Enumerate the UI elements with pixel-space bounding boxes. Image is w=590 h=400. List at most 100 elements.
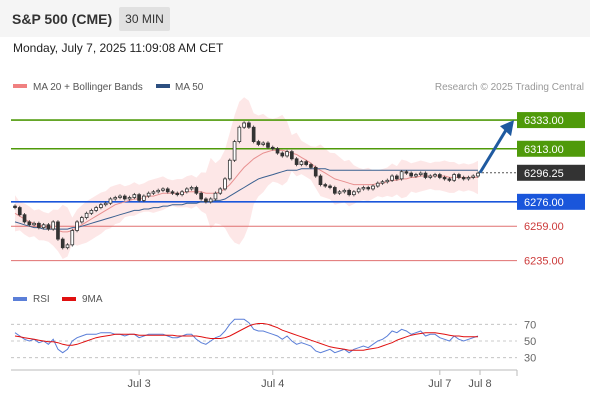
candle bbox=[395, 174, 399, 181]
x-label-Jul 8: Jul 8 bbox=[468, 378, 491, 390]
candle-body bbox=[409, 172, 414, 177]
x-label-Jul 4: Jul 4 bbox=[261, 378, 284, 390]
candle-body bbox=[385, 179, 390, 183]
projection-arrow-shaft bbox=[478, 129, 508, 174]
candle bbox=[294, 157, 299, 167]
candle-body bbox=[466, 177, 471, 180]
candle-body bbox=[285, 151, 289, 157]
candle bbox=[185, 187, 189, 194]
candle bbox=[89, 208, 94, 216]
candle bbox=[371, 184, 375, 191]
candle bbox=[385, 178, 390, 184]
candle-body bbox=[165, 188, 170, 193]
candle bbox=[318, 174, 323, 187]
candle-body bbox=[180, 191, 184, 196]
ma50-line bbox=[14, 168, 478, 230]
candle-body bbox=[323, 184, 328, 187]
candle-body bbox=[318, 175, 323, 186]
candle-body bbox=[476, 172, 480, 177]
level-label-6235.00: 6235.00 bbox=[524, 256, 564, 268]
candle bbox=[461, 175, 466, 181]
candle-body bbox=[418, 172, 423, 175]
candle bbox=[437, 172, 442, 180]
candle bbox=[418, 171, 423, 177]
candle bbox=[180, 190, 184, 197]
candle-body bbox=[208, 198, 213, 203]
current-price-tag bbox=[517, 164, 585, 181]
candle-body bbox=[175, 192, 180, 196]
timeframe-button[interactable]: 30 MIN bbox=[119, 7, 170, 31]
copyright-text: Research © 2025 Trading Central bbox=[435, 82, 584, 93]
candle-body bbox=[127, 197, 132, 200]
level-label-6259.00: 6259.00 bbox=[524, 221, 564, 233]
candle bbox=[375, 181, 380, 188]
candle bbox=[290, 149, 294, 161]
candle-body bbox=[390, 175, 394, 181]
candle-body bbox=[380, 181, 385, 184]
candle bbox=[409, 171, 414, 178]
candle-body bbox=[442, 177, 447, 180]
candle bbox=[332, 185, 337, 195]
candle-body bbox=[70, 230, 75, 246]
candle bbox=[103, 201, 108, 207]
candle-body bbox=[433, 174, 437, 177]
candle bbox=[204, 197, 208, 204]
candle-body bbox=[185, 188, 189, 193]
candle-body bbox=[41, 224, 46, 229]
candle-body bbox=[366, 187, 371, 190]
candle-body bbox=[251, 126, 256, 142]
candle bbox=[99, 202, 103, 210]
rsi-legend-swatch bbox=[13, 297, 27, 301]
level-label-6333.00: 6333.00 bbox=[524, 115, 564, 127]
candle bbox=[442, 175, 447, 181]
candle bbox=[337, 190, 342, 195]
candle bbox=[113, 195, 118, 201]
instrument-title: S&P 500 (CME) bbox=[12, 11, 113, 27]
candle-body bbox=[13, 205, 17, 208]
candle-body bbox=[189, 187, 194, 190]
candle bbox=[32, 221, 36, 227]
bb-legend-swatch bbox=[13, 84, 27, 88]
current-price-label: 6296.25 bbox=[524, 168, 564, 180]
candle bbox=[390, 174, 394, 183]
candle-body bbox=[108, 198, 113, 204]
candle bbox=[118, 194, 122, 200]
candle-body bbox=[247, 122, 251, 128]
candle bbox=[242, 121, 246, 129]
candle-body bbox=[361, 187, 366, 190]
candle bbox=[189, 185, 194, 191]
candle bbox=[399, 169, 404, 181]
candle bbox=[342, 188, 347, 194]
candle bbox=[37, 221, 41, 230]
rsi-line bbox=[14, 318, 479, 354]
candle-body bbox=[423, 172, 428, 178]
candle bbox=[423, 171, 428, 180]
candle-body bbox=[428, 175, 433, 178]
candle-body bbox=[352, 191, 356, 196]
candle bbox=[261, 141, 266, 147]
bollinger-band bbox=[15, 97, 478, 259]
candle-body bbox=[51, 221, 56, 230]
candle bbox=[137, 192, 141, 203]
candle-body bbox=[137, 194, 141, 201]
candle bbox=[304, 159, 308, 167]
candle-body bbox=[304, 161, 308, 165]
candle bbox=[404, 169, 409, 175]
ma50-legend-swatch bbox=[156, 84, 170, 88]
candle bbox=[256, 139, 261, 147]
candle-body bbox=[17, 207, 22, 216]
candle bbox=[27, 220, 32, 227]
candle bbox=[17, 205, 22, 217]
level-tag-6313.00 bbox=[517, 140, 585, 157]
candle bbox=[56, 220, 60, 241]
candle bbox=[108, 197, 113, 205]
candle bbox=[227, 158, 232, 181]
candle bbox=[433, 172, 437, 178]
candle-body bbox=[399, 171, 404, 180]
candle-body bbox=[46, 224, 51, 230]
candle bbox=[213, 191, 218, 201]
candle-body bbox=[347, 189, 351, 196]
candle bbox=[247, 121, 251, 129]
candle bbox=[70, 228, 75, 247]
